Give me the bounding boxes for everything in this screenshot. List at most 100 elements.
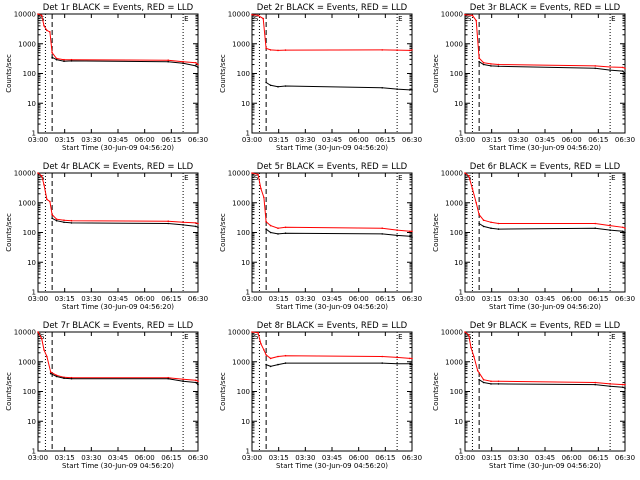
data-point-red (51, 213, 53, 216)
data-point-red (197, 222, 199, 225)
chart-panel: Det 9r BLACK = Events, RED = LLD 1 10 100 10… (432, 321, 635, 470)
data-point-red (464, 331, 466, 333)
data-point-red (497, 63, 500, 66)
data-point-red (490, 380, 492, 383)
series-line-red (37, 331, 199, 382)
data-point-black (195, 381, 197, 384)
data-point-red (51, 51, 53, 54)
data-point-red (594, 65, 596, 67)
data-point-red (381, 49, 384, 51)
corner-label-end: E (398, 333, 402, 341)
series-line-red (251, 172, 412, 232)
x-tick-label: 03:00 (455, 136, 475, 144)
chart-title: Det 2r BLACK = Events, RED = LLD (257, 3, 408, 13)
x-tick-label: 03:30 (295, 136, 315, 144)
data-point-red (284, 49, 287, 51)
x-tick-label: 03:45 (322, 136, 342, 144)
data-point-black (624, 231, 626, 234)
y-tick-label: 1 (459, 289, 463, 297)
x-tick-label: 06:15 (588, 295, 608, 303)
y-tick-label: 1 (459, 130, 463, 138)
corner-label-start: S (254, 174, 259, 182)
data-point-red (622, 383, 624, 386)
data-point-red (49, 371, 52, 373)
data-point-red (277, 227, 279, 229)
data-point-black (409, 235, 411, 237)
x-tick-label: 03:15 (269, 136, 289, 144)
plot-frame (464, 13, 626, 134)
x-tick-label: 06:00 (562, 454, 582, 462)
data-point-red (473, 355, 475, 358)
x-tick-label: 03:45 (322, 295, 342, 303)
data-point-black (622, 230, 624, 233)
data-point-black (182, 380, 184, 383)
data-point-red (195, 61, 197, 64)
data-point-black (594, 227, 596, 229)
data-point-red (411, 49, 413, 51)
data-point-black (381, 87, 384, 89)
series-line-red (464, 14, 626, 69)
corner-label-start: S (254, 333, 259, 341)
chart-panel: Det 1r BLACK = Events, RED = LLD 1 10 100 10… (5, 3, 208, 152)
x-tick-label: 06:15 (375, 136, 395, 144)
data-point-red (182, 221, 184, 224)
data-point-black (396, 234, 398, 237)
data-point-red (411, 357, 413, 360)
x-tick-label: 06:15 (161, 136, 181, 144)
data-point-black (482, 225, 485, 228)
x-tick-label: 06:00 (349, 454, 369, 462)
data-point-red (46, 198, 48, 201)
y-tick-label: 1000 (18, 40, 36, 48)
data-point-black (70, 60, 73, 62)
corner-label-start: S (40, 333, 45, 341)
data-point-black (490, 227, 492, 229)
chart-title: Det 4r BLACK = Events, RED = LLD (43, 162, 194, 172)
y-tick-label: 10 (27, 259, 36, 267)
data-point-red (624, 227, 626, 229)
plot-frame (251, 331, 413, 452)
x-tick-label: 03:15 (482, 136, 502, 144)
data-point-red (409, 357, 411, 360)
x-tick-label: 06:30 (402, 295, 422, 303)
y-tick-label: 100 (450, 70, 463, 78)
plot-frame (464, 172, 626, 293)
data-point-black (622, 70, 624, 72)
corner-label-end: E (398, 15, 402, 23)
chart-title: Det 3r BLACK = Events, RED = LLD (470, 3, 621, 13)
data-point-black (265, 363, 267, 366)
data-point-black (55, 58, 58, 61)
x-tick-label: 03:45 (535, 136, 555, 144)
x-tick-label: 03:00 (242, 295, 262, 303)
y-tick-label: 10 (454, 418, 463, 426)
data-point-red (594, 381, 596, 384)
x-tick-label: 03:30 (508, 454, 528, 462)
y-tick-label: 100 (450, 229, 463, 237)
y-axis-label: Counts/sec (432, 54, 440, 93)
data-point-black (622, 386, 624, 389)
chart-title: Det 8r BLACK = Events, RED = LLD (257, 321, 408, 331)
y-axis-label: Counts/sec (219, 372, 227, 411)
data-point-red (482, 219, 485, 221)
data-point-black (478, 378, 480, 381)
chart-title: Det 1r BLACK = Events, RED = LLD (43, 3, 194, 13)
data-point-black (269, 231, 272, 234)
chart-panel: Det 8r BLACK = Events, RED = LLD 1 10 100 10… (219, 321, 422, 470)
data-point-black (195, 65, 197, 67)
data-point-red (269, 49, 272, 51)
y-tick-label: 10000 (228, 329, 250, 337)
data-point-black (396, 88, 398, 90)
x-tick-label: 03:45 (322, 454, 342, 462)
plot-frame (37, 331, 199, 452)
data-point-black (277, 85, 279, 88)
data-point-black (497, 65, 500, 68)
y-tick-label: 10 (241, 100, 250, 108)
y-axis-label: Counts/sec (5, 213, 13, 252)
y-tick-label: 10000 (228, 170, 250, 178)
x-tick-label: 06:00 (349, 295, 369, 303)
y-tick-label: 1000 (445, 199, 463, 207)
x-tick-label: 06:15 (161, 295, 181, 303)
data-point-red (55, 218, 58, 220)
y-axis-label: Counts/sec (219, 54, 227, 93)
y-tick-label: 1000 (18, 199, 36, 207)
y-tick-label: 100 (23, 229, 36, 237)
